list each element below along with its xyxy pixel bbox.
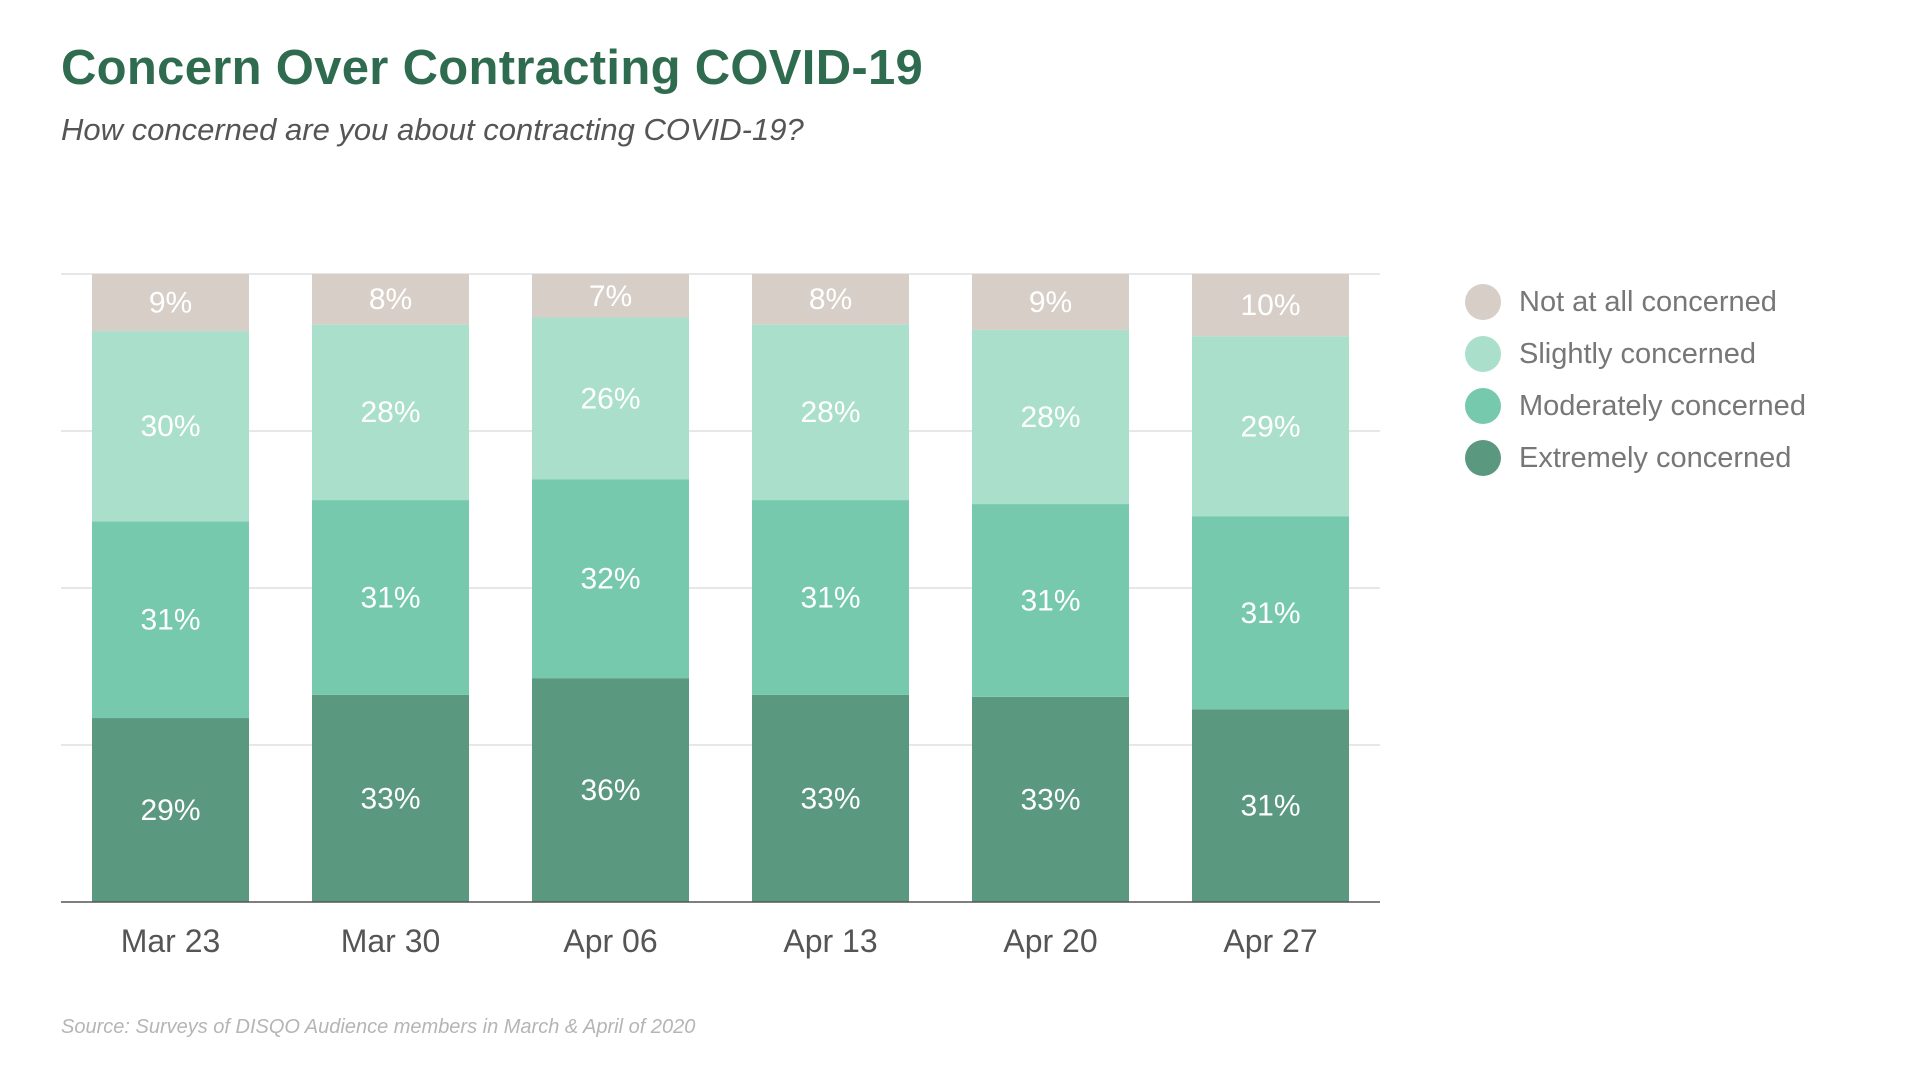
bar-segment <box>1192 336 1349 517</box>
legend-item: Extremely concerned <box>1465 432 1806 484</box>
bar-segment <box>532 317 689 480</box>
bar-segment <box>752 324 909 501</box>
legend-item: Moderately concerned <box>1465 380 1806 432</box>
data-labels: 29% 31% 30% 9% 33% 31% 28% 8% 36% 32% 26% 7% 33% 31% 2… <box>140 280 1300 827</box>
x-tick-label: Mar 23 <box>121 923 221 959</box>
data-label: 8% <box>369 283 412 316</box>
legend-label: Extremely concerned <box>1519 441 1792 474</box>
bar-segment <box>312 324 469 501</box>
gridlines <box>61 273 1380 746</box>
data-label: 7% <box>589 280 632 313</box>
legend-label: Not at all concerned <box>1519 285 1777 318</box>
data-label: 31% <box>1020 584 1080 617</box>
data-label: 8% <box>809 283 852 316</box>
legend-swatch <box>1465 284 1501 320</box>
data-label: 33% <box>800 782 860 815</box>
bar-segment <box>92 331 249 522</box>
data-label: 31% <box>1240 790 1300 823</box>
data-label: 31% <box>140 604 200 637</box>
data-label: 9% <box>1029 286 1072 319</box>
data-label: 28% <box>360 396 420 429</box>
chart-legend: Not at all concerned Slightly concerned Mo… <box>1465 276 1806 484</box>
x-tick-label: Apr 27 <box>1223 923 1317 959</box>
bar-segment <box>312 694 469 902</box>
bar-segment <box>532 479 689 679</box>
bar-segment <box>312 274 469 325</box>
data-label: 26% <box>580 382 640 415</box>
bar-segment <box>92 718 249 902</box>
data-label: 33% <box>1020 783 1080 816</box>
legend-swatch <box>1465 336 1501 372</box>
bar-segment <box>92 274 249 332</box>
data-label: 31% <box>800 581 860 614</box>
data-label: 31% <box>1240 597 1300 630</box>
bar-segment <box>752 500 909 695</box>
bar-segment <box>312 500 469 695</box>
bar-segment <box>752 274 909 325</box>
data-label: 29% <box>140 794 200 827</box>
legend-label: Moderately concerned <box>1519 389 1806 422</box>
data-label: 10% <box>1240 289 1300 322</box>
bar-segment <box>532 678 689 902</box>
bar-segment <box>972 696 1129 902</box>
bar-segment <box>752 694 909 902</box>
data-label: 32% <box>580 563 640 596</box>
stacked-bar-chart: Mar 23 Mar 30 Apr 06 Apr 13 Apr 20 Apr 27 29% 3… <box>61 273 1380 959</box>
legend-item: Slightly concerned <box>1465 328 1806 380</box>
bar-segment <box>972 504 1129 697</box>
chart-subtitle: How concerned are you about contracting … <box>61 112 804 147</box>
x-tick-label: Apr 13 <box>783 923 877 959</box>
bar-segment <box>1192 516 1349 710</box>
data-label: 28% <box>800 396 860 429</box>
bar-segment <box>92 521 249 719</box>
data-label: 30% <box>140 410 200 443</box>
legend-swatch <box>1465 388 1501 424</box>
data-label: 29% <box>1240 410 1300 443</box>
legend-swatch <box>1465 440 1501 476</box>
data-label: 36% <box>580 774 640 807</box>
legend-item: Not at all concerned <box>1465 276 1806 328</box>
bar-segment <box>972 329 1129 505</box>
bar-segment <box>1192 274 1349 337</box>
data-label: 28% <box>1020 401 1080 434</box>
data-label: 31% <box>360 581 420 614</box>
data-label: 33% <box>360 782 420 815</box>
bar-segment <box>532 274 689 318</box>
bars <box>92 274 1349 902</box>
data-label: 9% <box>149 287 192 320</box>
x-tick-label: Apr 06 <box>563 923 657 959</box>
x-tick-label: Mar 30 <box>341 923 441 959</box>
bar-segment <box>972 274 1129 330</box>
chart-title: Concern Over Contracting COVID-19 <box>61 41 924 95</box>
legend-label: Slightly concerned <box>1519 337 1756 370</box>
source-note: Source: Surveys of DISQO Audience member… <box>61 1016 696 1038</box>
bar-segment <box>1192 709 1349 902</box>
x-tick-label: Apr 20 <box>1003 923 1097 959</box>
